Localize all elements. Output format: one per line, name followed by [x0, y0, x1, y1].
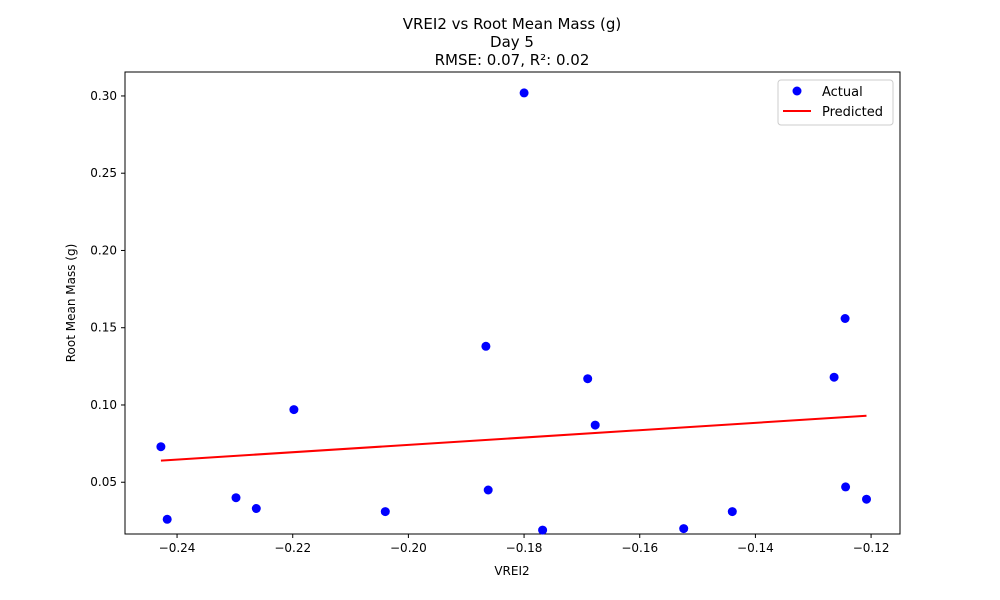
- actual-point: [679, 524, 689, 534]
- actual-point: [840, 314, 850, 323]
- y-tick-label: 0.30: [90, 89, 117, 103]
- legend-marker-actual: [792, 86, 802, 96]
- y-tick-label: 0.20: [90, 243, 117, 257]
- legend-label-actual: Actual: [822, 85, 863, 100]
- actual-point: [289, 405, 299, 415]
- x-tick-label: −0.24: [159, 541, 196, 555]
- x-tick-label: −0.20: [390, 541, 427, 555]
- predicted-line: [160, 414, 867, 462]
- plot-area: [124, 71, 901, 535]
- x-axis-label: VREI2: [494, 564, 529, 578]
- x-tick-label: −0.22: [274, 541, 311, 555]
- actual-point: [162, 514, 172, 524]
- actual-point: [538, 525, 548, 535]
- x-tick-label: −0.12: [853, 541, 890, 555]
- legend-box: [777, 79, 894, 126]
- y-tick-label: 0.25: [90, 166, 117, 180]
- actual-point: [583, 374, 593, 384]
- actual-point: [483, 485, 493, 495]
- chart-subtitle-day: Day 5: [490, 33, 534, 51]
- legend: Actual Predicted: [777, 79, 894, 126]
- y-axis: 0.05 0.10 0.15 0.20 0.25 0.30: [90, 89, 125, 489]
- x-tick-label: −0.14: [737, 541, 774, 555]
- x-axis: −0.24 −0.22 −0.20 −0.18 −0.16 −0.14 −0.12: [159, 534, 890, 555]
- actual-point: [519, 88, 529, 98]
- actual-point: [481, 341, 491, 351]
- actual-point: [590, 420, 600, 430]
- chart-title: VREI2 vs Root Mean Mass (g) Day 5 RMSE: …: [403, 15, 622, 69]
- legend-label-predicted: Predicted: [822, 105, 883, 120]
- series-layer: [156, 88, 871, 535]
- y-tick-label: 0.10: [90, 398, 117, 412]
- chart-subtitle-metrics: RMSE: 0.07, R²: 0.02: [435, 51, 590, 69]
- actual-point: [727, 507, 737, 517]
- actual-point: [841, 482, 851, 492]
- chart-title-line-1: VREI2 vs Root Mean Mass (g): [403, 15, 622, 33]
- x-tick-label: −0.16: [621, 541, 658, 555]
- actual-point: [231, 493, 241, 503]
- actual-point: [156, 442, 166, 452]
- actual-point: [829, 372, 839, 382]
- actual-point: [380, 507, 390, 517]
- y-tick-label: 0.05: [90, 475, 117, 489]
- x-tick-label: −0.18: [506, 541, 543, 555]
- y-tick-label: 0.15: [90, 321, 117, 335]
- actual-point: [251, 504, 261, 513]
- actual-point: [862, 494, 871, 504]
- y-axis-label: Root Mean Mass (g): [64, 244, 78, 363]
